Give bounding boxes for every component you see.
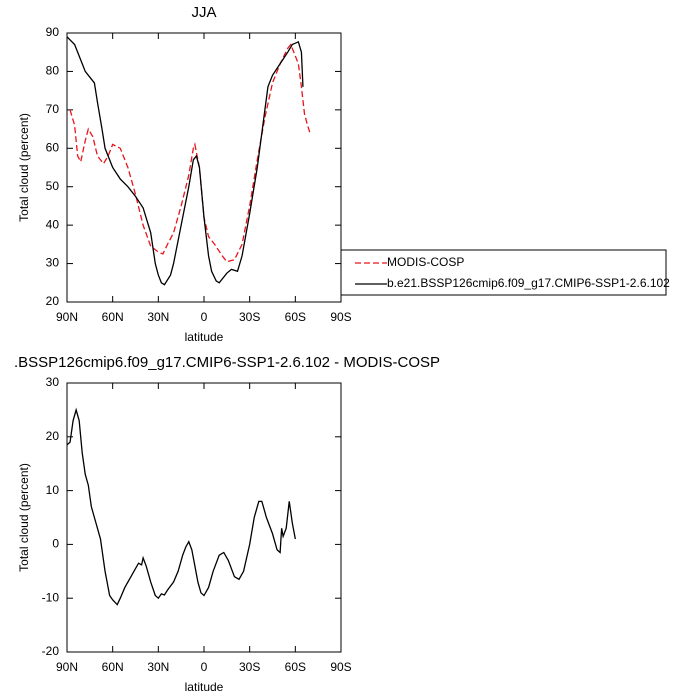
y-tick-label: -10 — [42, 590, 60, 604]
y-tick-label: 90 — [46, 25, 60, 39]
y-tick-label: 50 — [46, 179, 60, 193]
data-line — [66, 36, 304, 286]
data-line — [66, 407, 296, 606]
y-tick-label: 0 — [52, 537, 59, 551]
x-axis-label: latitude — [185, 680, 224, 694]
y-tick-label: -20 — [42, 644, 60, 658]
x-tick-label: 90S — [330, 660, 351, 674]
plot-frame — [66, 382, 342, 653]
y-tick-label: 70 — [46, 102, 60, 116]
x-tick-label: 90N — [56, 660, 78, 674]
y-tick-label: 60 — [46, 140, 60, 154]
x-tick-label: 90N — [56, 310, 78, 324]
x-tick-label: 90S — [330, 310, 351, 324]
x-tick-label: 60N — [102, 660, 124, 674]
y-tick-label: 40 — [46, 217, 60, 231]
data-line — [69, 43, 312, 263]
y-tick-label: 80 — [46, 64, 60, 78]
plot-frame — [66, 32, 342, 303]
x-tick-label: 30N — [147, 310, 169, 324]
legend-box — [340, 249, 667, 296]
y-axis-label: Total cloud (percent) — [17, 463, 31, 572]
x-tick-label: 60N — [102, 310, 124, 324]
x-tick-label: 0 — [201, 660, 208, 674]
y-tick-label: 10 — [46, 483, 60, 497]
chart-title: .BSSP126cmip6.f09_g17.CMIP6-SSP1-2.6.102… — [14, 354, 440, 371]
chart-title: JJA — [191, 4, 216, 21]
x-tick-label: 30S — [239, 310, 260, 324]
x-tick-label: 30S — [239, 660, 260, 674]
y-tick-label: 20 — [46, 294, 60, 308]
y-tick-label: 30 — [46, 256, 60, 270]
legend-label: b.e21.BSSP126cmip6.f09_g17.CMIP6-SSP1-2.… — [387, 276, 670, 290]
x-tick-label: 60S — [285, 660, 306, 674]
x-tick-label: 60S — [285, 310, 306, 324]
x-axis-label: latitude — [185, 330, 224, 344]
y-tick-label: 20 — [46, 429, 60, 443]
legend-label: MODIS-COSP — [387, 255, 464, 269]
y-axis-label: Total cloud (percent) — [17, 113, 31, 222]
x-tick-label: 0 — [201, 310, 208, 324]
x-tick-label: 30N — [147, 660, 169, 674]
y-tick-label: 30 — [46, 375, 60, 389]
